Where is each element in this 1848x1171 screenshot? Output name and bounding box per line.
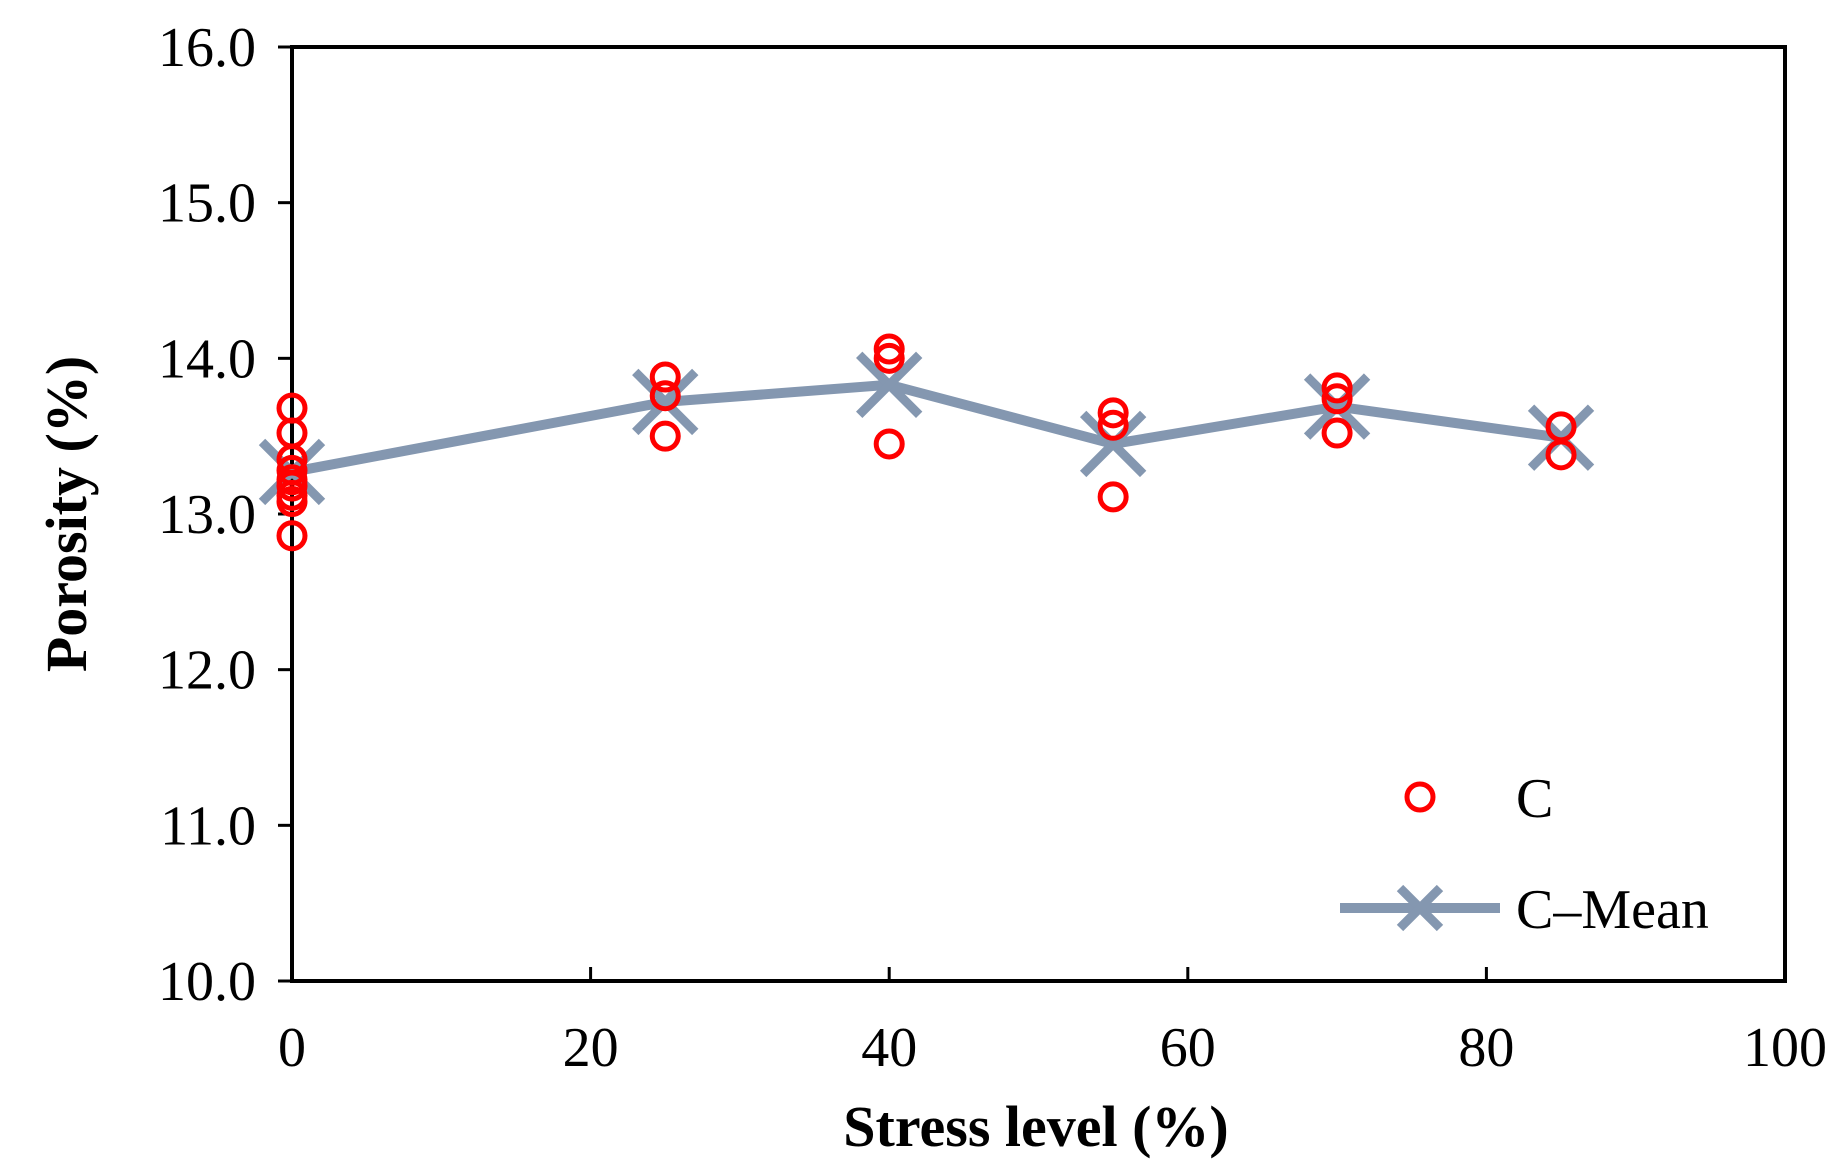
x-tick-label: 60 bbox=[1160, 1017, 1216, 1079]
x-tick-label: 20 bbox=[563, 1017, 619, 1079]
c-data-point bbox=[649, 420, 681, 452]
c-data-point bbox=[1321, 372, 1353, 404]
y-tick-label: 15.0 bbox=[158, 173, 256, 235]
x-axis-title: Stress level (%) bbox=[843, 1094, 1229, 1159]
c-data-point bbox=[276, 470, 308, 502]
c-data-point bbox=[276, 520, 308, 552]
y-tick-label: 12.0 bbox=[158, 640, 256, 702]
x-tick-label: 80 bbox=[1458, 1017, 1514, 1079]
legend: C C–Mean bbox=[1340, 768, 1709, 941]
c-mean-line bbox=[291, 379, 1562, 477]
legend-c-mean-marker bbox=[1396, 884, 1444, 932]
c-data-point bbox=[1545, 439, 1577, 471]
y-tick-label: 11.0 bbox=[160, 795, 256, 857]
x-tick-label: 40 bbox=[861, 1017, 917, 1079]
legend-c-mean-label: C–Mean bbox=[1516, 879, 1709, 941]
plot-frame bbox=[290, 45, 1787, 983]
c-data-point bbox=[1321, 417, 1353, 449]
c-data-point bbox=[873, 428, 905, 460]
legend-c-marker bbox=[1404, 781, 1436, 813]
x-tick-label: 0 bbox=[278, 1017, 306, 1079]
c-data-point bbox=[276, 486, 308, 518]
y-tick-label: 16.0 bbox=[158, 17, 256, 79]
y-tick-label: 13.0 bbox=[158, 484, 256, 546]
c-data-point bbox=[649, 380, 681, 412]
c-data-point bbox=[649, 361, 681, 393]
c-mean-marker bbox=[632, 368, 699, 436]
y-tick-label: 14.0 bbox=[158, 328, 256, 390]
c-data-point bbox=[873, 333, 905, 365]
legend-c-label: C bbox=[1516, 768, 1553, 830]
y-axis-title: Porosity (%) bbox=[34, 356, 99, 672]
c-data-point bbox=[1097, 397, 1129, 429]
c-mean-marker bbox=[1303, 373, 1371, 440]
c-data-point bbox=[873, 342, 905, 374]
y-axis-ticks: 10.0 11.0 12.0 13.0 14.0 15.0 16.0 bbox=[158, 17, 292, 1013]
data-series bbox=[258, 333, 1595, 552]
y-tick-label: 10.0 bbox=[158, 951, 256, 1013]
c-data-point bbox=[1097, 409, 1129, 441]
c-data-point bbox=[1097, 481, 1129, 513]
x-axis-ticks: 0 20 40 60 80 100 bbox=[278, 967, 1827, 1079]
c-mean-marker bbox=[1079, 410, 1147, 478]
x-tick-label: 100 bbox=[1743, 1017, 1827, 1079]
c-data-point bbox=[1321, 383, 1353, 415]
c-mean-marker bbox=[856, 351, 923, 418]
